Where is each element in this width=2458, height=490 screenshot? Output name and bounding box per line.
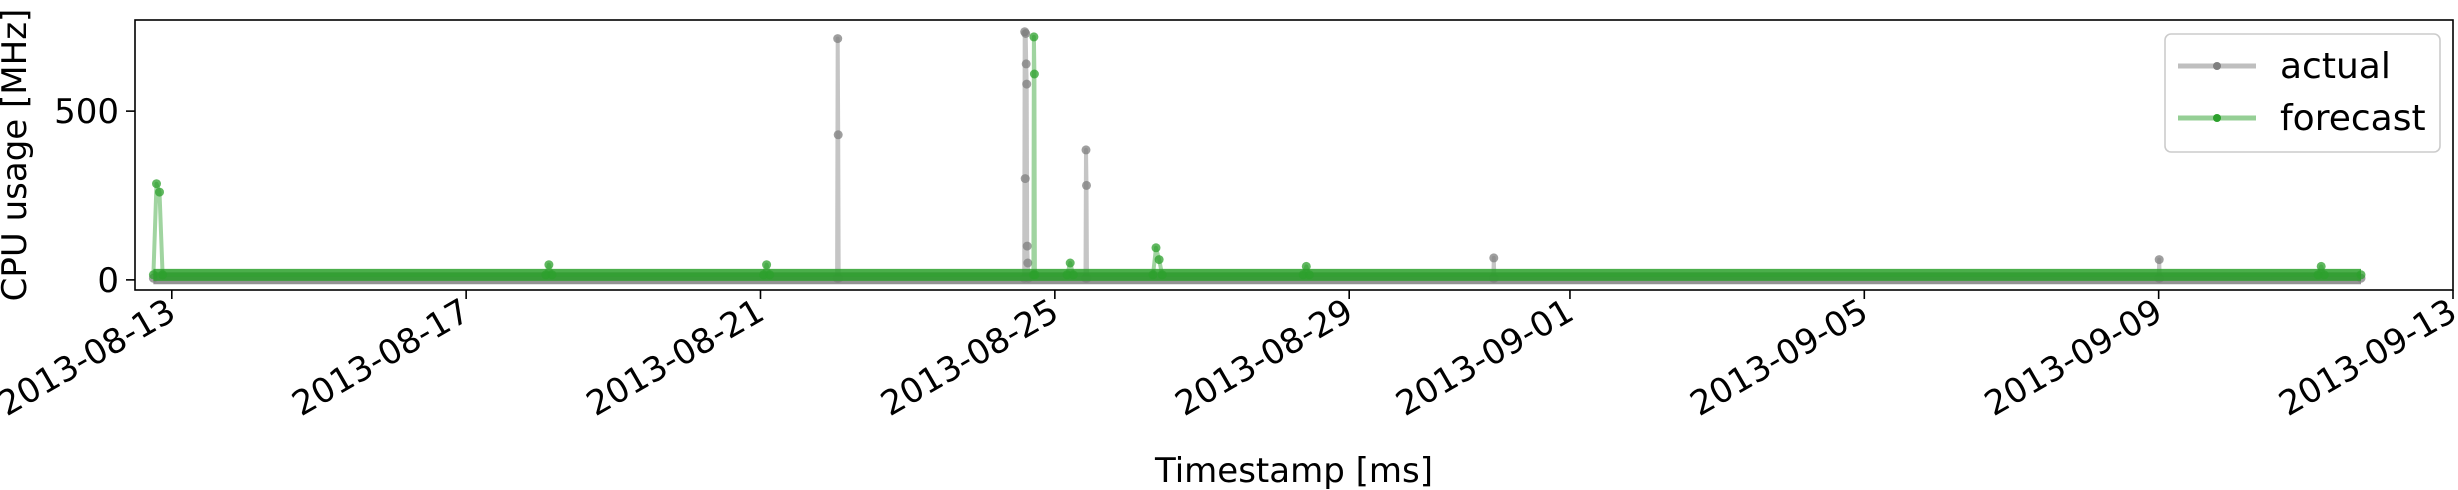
data-point-forecast [2319,270,2329,280]
legend-label-forecast: forecast [2280,98,2426,139]
data-point-forecast [1157,270,1167,280]
y-axis: 0 500 [54,92,135,301]
data-point-forecast [2316,261,2326,271]
x-tick-label: 2013-08-13 [0,291,182,424]
series-line-forecast [151,34,2361,277]
x-tick-label: 2013-08-21 [580,291,771,424]
data-point-forecast [765,270,775,280]
data-point-actual [1020,174,1030,184]
data-point-forecast [1304,270,1314,280]
data-point-forecast [544,260,554,270]
x-tick-label: 2013-09-01 [1389,291,1580,424]
legend-label-actual: actual [2280,46,2391,87]
x-tick-label: 2013-08-17 [286,291,477,424]
data-point-actual [1081,145,1091,155]
legend-marker-forecast [2213,114,2221,122]
data-point-forecast [547,270,557,280]
y-axis-title: CPU usage [MHz] [0,9,35,302]
legend-marker-actual [2213,62,2221,70]
data-point-actual [833,34,843,44]
data-point-forecast [1065,258,1075,268]
series-forecast [148,32,2366,281]
data-point-actual [1489,253,1499,263]
x-tick-label: 2013-09-13 [2272,291,2458,424]
data-point-forecast [1148,270,1158,280]
series-line-actual [153,29,2361,281]
data-point-actual [1021,29,1031,38]
data-point-forecast [2356,270,2366,280]
x-tick-label: 2013-09-05 [1684,291,1875,424]
data-point-forecast [1154,255,1164,265]
y-tick-label: 0 [97,261,119,301]
data-point-forecast [1029,32,1039,42]
data-point-actual [1022,241,1032,251]
data-point-forecast [155,187,164,197]
x-axis: 2013-08-13 2013-08-17 2013-08-21 2013-08-25… [0,290,2458,425]
data-point-actual [1082,180,1091,190]
x-tick-label: 2013-08-29 [1169,291,1360,424]
x-tick-label: 2013-08-25 [874,291,1065,424]
x-tick-label: 2013-09-09 [1978,291,2169,424]
x-axis-title: Timestamp [ms] [1154,451,1433,490]
data-point-forecast [148,270,158,280]
data-point-actual [1023,258,1033,268]
data-point-forecast [152,179,161,189]
data-point-actual [833,130,843,140]
data-point-forecast [1151,243,1161,253]
data-point-forecast [158,270,168,280]
plot-frame [134,19,2454,291]
series-actual [148,27,2366,285]
data-point-forecast [1301,261,1311,271]
data-point-forecast [1068,270,1078,280]
data-point-actual [1021,59,1031,69]
data-point-actual [2154,255,2164,265]
series-layer [148,27,2366,285]
data-point-forecast [1029,69,1039,79]
legend: actual forecast [2164,33,2441,153]
data-point-actual [1022,79,1032,89]
data-point-forecast [762,260,772,270]
y-tick-label: 500 [54,92,119,132]
data-point-forecast [1030,270,1040,280]
